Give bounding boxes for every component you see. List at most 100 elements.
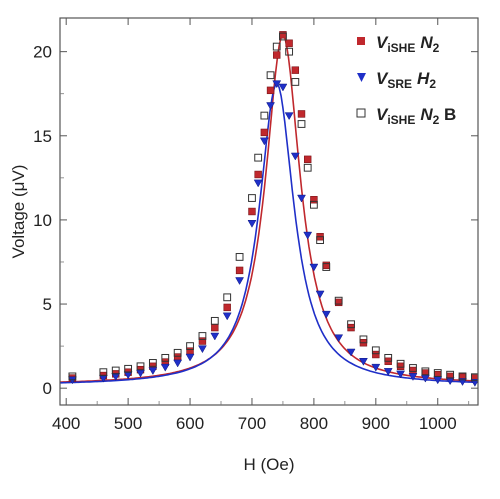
data-point	[266, 102, 275, 110]
data-point	[247, 220, 257, 228]
data-point	[148, 359, 157, 367]
series-1-markers	[67, 80, 478, 387]
data-point	[322, 263, 331, 271]
data-point	[316, 236, 324, 245]
data-point	[315, 290, 325, 299]
data-point	[111, 366, 120, 375]
legend-gas-subscript: 2	[433, 41, 440, 55]
data-point	[259, 137, 269, 146]
data-point	[347, 320, 355, 329]
legend-gas-subscript: 2	[429, 77, 436, 91]
data-point	[186, 347, 194, 355]
data-point	[210, 332, 220, 341]
legend-subscript: iSHE	[387, 41, 415, 55]
legend-label-0: ViSHE N2	[376, 33, 440, 55]
legend-label-1: VSRE H2	[376, 69, 436, 91]
x-tick-label: 400	[52, 414, 80, 433]
data-point	[210, 316, 219, 325]
x-tick-label: 1000	[419, 414, 457, 433]
data-point	[223, 293, 232, 302]
data-point	[297, 110, 306, 118]
data-point	[421, 367, 430, 376]
data-point	[111, 373, 121, 381]
plot-frame	[59, 17, 479, 406]
data-point	[359, 335, 368, 344]
data-point	[254, 153, 263, 162]
x-axis-title: H (Oe)	[244, 455, 295, 474]
data-point	[248, 207, 256, 216]
data-point	[408, 373, 418, 381]
y-axis-title: Voltage (μV)	[9, 165, 28, 259]
data-point	[266, 71, 275, 80]
legend-marker-1	[357, 73, 366, 82]
data-point	[310, 196, 318, 204]
x-tick-label: 800	[300, 414, 328, 433]
data-point	[458, 372, 467, 381]
data-point	[198, 337, 207, 345]
legend-marker-0	[357, 37, 365, 45]
legend-gas-subscript: 2	[433, 113, 440, 127]
y-tick-label: 15	[33, 127, 52, 146]
data-point	[248, 194, 256, 202]
x-tick-label: 600	[176, 414, 204, 433]
data-point	[291, 66, 300, 74]
data-point	[235, 277, 245, 285]
data-point	[309, 200, 318, 209]
plot-area	[60, 31, 478, 387]
data-point	[68, 372, 77, 381]
data-point	[186, 342, 194, 351]
legend-subscript: SRE	[387, 77, 412, 91]
data-point	[284, 112, 294, 121]
data-point	[396, 370, 406, 379]
legend-extra: B	[439, 105, 456, 124]
data-point	[173, 348, 182, 357]
data-point	[334, 334, 344, 343]
data-point	[173, 353, 182, 361]
legend-gas: N	[420, 105, 433, 124]
data-point	[161, 353, 170, 362]
data-point	[297, 194, 306, 203]
x-tick-label: 500	[114, 414, 142, 433]
data-point	[409, 366, 417, 375]
data-point	[297, 120, 306, 128]
data-point	[278, 83, 288, 92]
data-point	[396, 359, 405, 368]
data-point	[409, 364, 417, 372]
data-point	[253, 179, 263, 188]
data-point	[222, 312, 232, 321]
data-point	[446, 370, 455, 379]
x-tick-label: 900	[362, 414, 390, 433]
data-point	[254, 170, 262, 179]
data-point	[235, 253, 244, 261]
fit-line-0	[60, 33, 478, 383]
x-tick-label: 700	[238, 414, 266, 433]
legend-marker-2	[356, 108, 366, 118]
data-point	[433, 369, 442, 377]
data-point	[285, 39, 293, 47]
data-point	[334, 296, 343, 305]
data-point	[273, 51, 281, 59]
data-point	[359, 358, 368, 366]
data-point	[197, 345, 207, 354]
data-point	[198, 332, 207, 340]
data-point	[173, 359, 183, 368]
data-point	[185, 353, 195, 362]
plot-content	[60, 31, 478, 387]
data-point	[371, 346, 380, 355]
y-tick-label: 5	[43, 295, 52, 314]
fit-line-1	[60, 82, 478, 384]
data-point	[98, 374, 108, 383]
data-point	[471, 373, 478, 382]
data-point	[160, 363, 170, 372]
data-point	[272, 42, 281, 51]
data-point	[334, 298, 343, 307]
legend-v: V	[376, 33, 389, 52]
data-point	[304, 155, 312, 164]
data-point	[322, 261, 330, 270]
data-point	[396, 362, 405, 370]
legend-v: V	[376, 105, 389, 124]
legend-v: V	[376, 69, 389, 88]
data-point	[136, 369, 145, 378]
data-point	[371, 363, 381, 372]
